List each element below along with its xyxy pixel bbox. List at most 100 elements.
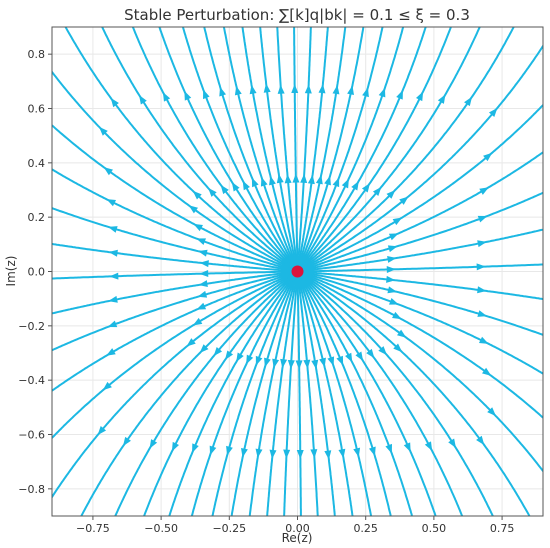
streamline-arrow xyxy=(487,407,496,417)
streamline xyxy=(293,27,299,270)
streamline-arrow xyxy=(106,348,116,356)
streamline-arrow xyxy=(225,350,234,360)
streamline-arrow xyxy=(162,92,171,102)
streamline xyxy=(297,273,354,516)
streamline-arrow xyxy=(188,205,198,214)
streamline-arrow xyxy=(310,449,318,459)
streamline-arrow xyxy=(198,280,208,288)
streamline-arrow xyxy=(327,356,335,367)
streamline-arrow xyxy=(464,96,473,107)
streamline xyxy=(52,271,296,392)
streamline xyxy=(299,228,543,273)
streamline xyxy=(297,27,365,270)
streamline xyxy=(241,27,298,270)
streamline-arrow xyxy=(303,359,311,369)
streamline-arrow xyxy=(234,85,242,96)
streamline-arrow xyxy=(199,260,209,268)
streamline-arrow xyxy=(347,85,354,96)
streamline-arrow xyxy=(283,449,291,459)
streamline xyxy=(299,103,543,272)
streamline-arrow xyxy=(319,357,326,368)
y-axis-label: Im(z) xyxy=(4,256,18,287)
streamline xyxy=(181,27,297,270)
streamline xyxy=(52,270,296,280)
streamline xyxy=(298,272,464,516)
streamline-arrow xyxy=(209,445,217,456)
y-tick-label: −0.8 xyxy=(18,483,45,496)
streamline-arrow xyxy=(318,84,326,94)
streamline xyxy=(296,27,312,270)
streamline-arrow xyxy=(249,84,257,95)
fixed-point-layer xyxy=(291,265,304,278)
streamline-arrow xyxy=(171,441,180,452)
streamline xyxy=(230,273,298,516)
streamline-arrow xyxy=(355,351,364,362)
streamline-arrow xyxy=(242,180,250,191)
streamline-arrow xyxy=(396,89,403,100)
streamline-arrow xyxy=(332,84,340,95)
streamline-arrow xyxy=(99,126,108,136)
streamline xyxy=(52,124,296,272)
streamline-arrow xyxy=(353,447,361,458)
streamline xyxy=(276,27,299,270)
streamline-arrow xyxy=(260,176,268,187)
streamline-arrow xyxy=(192,190,202,200)
y-tick-label: 0.6 xyxy=(28,103,46,116)
streamline-arrow xyxy=(488,107,498,118)
streamline-arrow xyxy=(208,187,217,197)
streamline xyxy=(283,273,299,516)
streamline-arrow xyxy=(109,272,119,280)
streamline xyxy=(297,273,336,516)
x-tick-label: −0.25 xyxy=(212,522,246,535)
streamline xyxy=(203,27,297,270)
streamline-arrow xyxy=(103,167,113,176)
streamline-arrow xyxy=(362,87,369,98)
streamline-arrow xyxy=(291,84,299,94)
streamline-arrow xyxy=(476,263,486,271)
streamline-arrow xyxy=(280,358,288,369)
streamline xyxy=(298,27,405,270)
streamline-arrow xyxy=(387,245,398,253)
streamline-arrow xyxy=(272,358,280,369)
streamline-arrow xyxy=(292,173,300,183)
streamline-arrow xyxy=(241,447,248,458)
streamline xyxy=(298,273,437,516)
streamline xyxy=(131,27,297,271)
streamline-arrow xyxy=(341,178,349,189)
streamline-arrow xyxy=(106,199,117,207)
streamline xyxy=(298,27,452,271)
streamline-arrow xyxy=(203,89,210,100)
streamline xyxy=(299,271,543,375)
streamline-arrow xyxy=(149,439,158,449)
streamline-arrow xyxy=(397,329,407,338)
streamline-arrow xyxy=(295,360,303,370)
streamline-arrow xyxy=(287,359,295,370)
streamline xyxy=(143,272,297,516)
streamline-arrow xyxy=(198,249,208,257)
y-tick-label: −0.2 xyxy=(18,320,45,333)
streamline-arrow xyxy=(192,317,203,326)
streamline-arrow xyxy=(236,352,244,363)
x-axis-ticks: −0.75 −0.50 −0.25 0.00 0.25 0.50 0.75 xyxy=(76,516,514,535)
streamline xyxy=(52,270,296,315)
y-tick-label: 0.0 xyxy=(28,266,46,279)
streamline-arrow xyxy=(378,346,387,356)
streamline-arrow xyxy=(108,295,118,303)
streamline xyxy=(299,271,543,336)
streamline-arrow xyxy=(296,449,304,459)
streamline-arrow xyxy=(448,438,456,449)
streamline-arrow xyxy=(482,367,492,376)
streamline xyxy=(64,27,296,271)
streamline-arrow xyxy=(393,343,403,353)
streamline xyxy=(299,272,494,516)
streamline xyxy=(299,151,543,272)
streamline xyxy=(297,27,329,270)
streamline xyxy=(80,272,296,516)
streamline-arrow xyxy=(351,180,359,191)
streamline-arrow xyxy=(437,94,446,104)
streamline xyxy=(211,273,297,516)
streamline-arrow xyxy=(276,173,284,184)
x-tick-label: 0.25 xyxy=(353,522,378,535)
streamline-arrow xyxy=(304,84,312,94)
